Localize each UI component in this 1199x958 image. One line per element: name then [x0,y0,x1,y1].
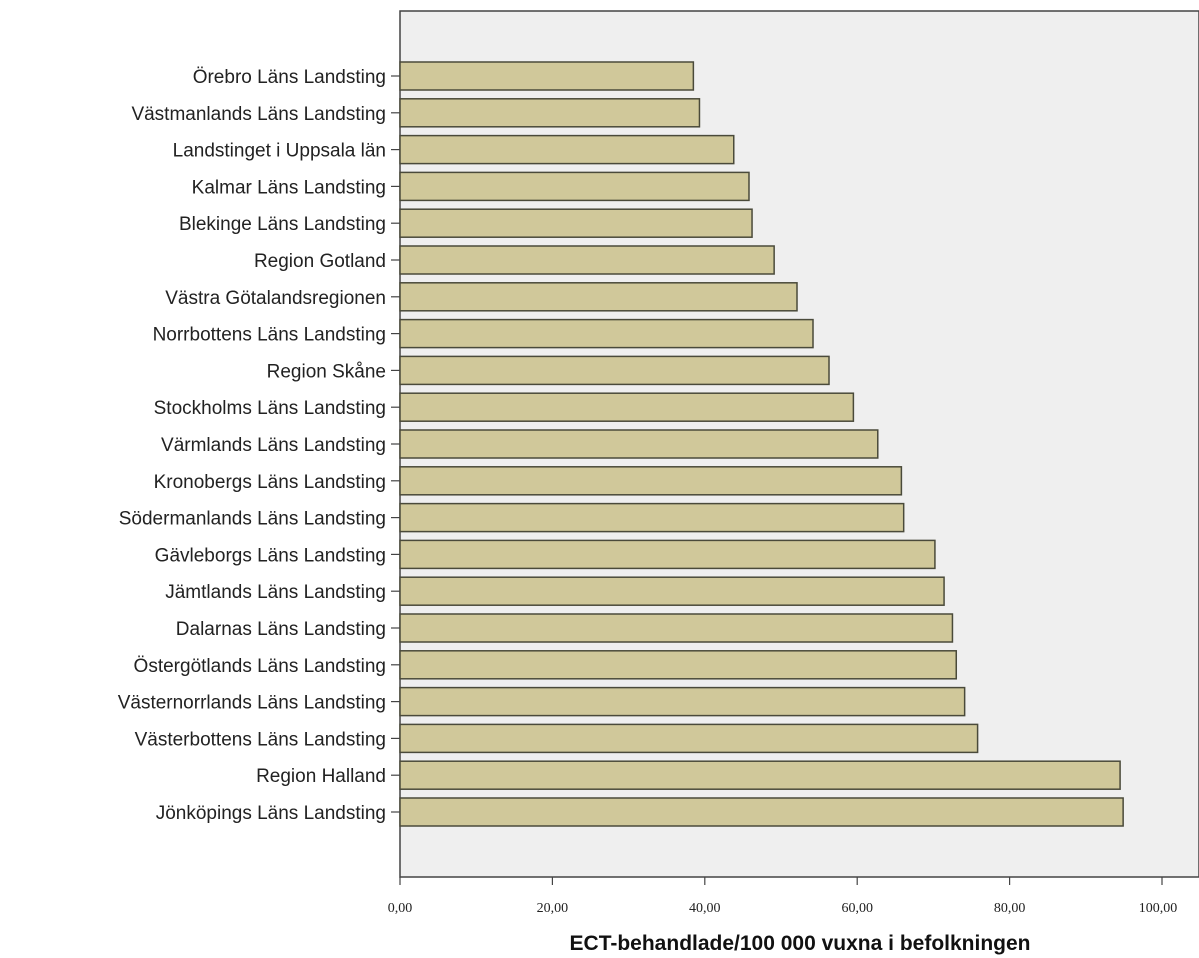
category-label: Region Gotland [254,251,386,272]
bar [399,650,958,680]
category-label: Södermanlands Läns Landsting [119,509,386,530]
bar [399,355,830,386]
category-label: Kalmar Läns Landsting [192,177,386,198]
bar [399,797,1124,827]
category-label: Jönköpings Läns Landsting [156,803,386,824]
category-label: Västra Götalandsregionen [165,288,386,309]
category-label: Region Skåne [267,361,386,382]
bar [399,245,775,275]
x-tick-label: 20,00 [537,901,569,916]
category-labels-group: Örebro Läns Landsting Västmanlands Läns L… [118,67,400,824]
category-label: Örebro Läns Landsting [193,67,386,88]
x-tick-label: 100,00 [1139,901,1178,916]
bar [399,502,905,533]
bar [399,429,879,459]
x-tick-label: 40,00 [689,901,721,916]
bar [399,613,954,643]
category-label: Värmlands Läns Landsting [161,435,386,456]
category-label: Västernorrlands Läns Landsting [118,693,386,714]
bar [399,98,701,128]
bar [399,576,945,606]
bar [399,466,903,496]
x-ticks-group: 0,00 20,00 40,00 60,00 80,00 100,00 [388,877,1178,916]
x-tick-label: 0,00 [388,901,413,916]
bar [399,392,855,422]
x-tick-label: 60,00 [841,901,873,916]
bar [399,723,979,754]
category-label: Gävleborgs Läns Landsting [155,545,386,566]
category-label: Blekinge Läns Landsting [179,214,386,235]
category-label: Kronobergs Läns Landsting [154,472,386,493]
x-tick-label: 80,00 [994,901,1026,916]
bar [399,686,966,717]
category-label: Jämtlands Läns Landsting [165,582,386,603]
category-label: Region Halland [256,766,386,787]
bars-group [399,61,1124,827]
bar [399,760,1121,790]
bar [399,318,814,349]
x-axis-title: ECT-behandlade/100 000 vuxna i befolknin… [570,932,1031,955]
bar [399,61,695,91]
bar [399,208,753,238]
category-label: Östergötlands Läns Landsting [134,656,386,677]
category-label: Västmanlands Läns Landsting [131,104,386,125]
category-label: Dalarnas Läns Landsting [176,619,386,640]
bar [399,539,936,570]
bar [399,134,735,165]
category-label: Stockholms Läns Landsting [154,398,386,419]
category-label: Norrbottens Läns Landsting [153,325,386,346]
category-label: Landstinget i Uppsala län [173,141,386,162]
bar [399,171,750,202]
category-label: Västerbottens Läns Landsting [135,729,386,750]
bar [399,282,798,312]
